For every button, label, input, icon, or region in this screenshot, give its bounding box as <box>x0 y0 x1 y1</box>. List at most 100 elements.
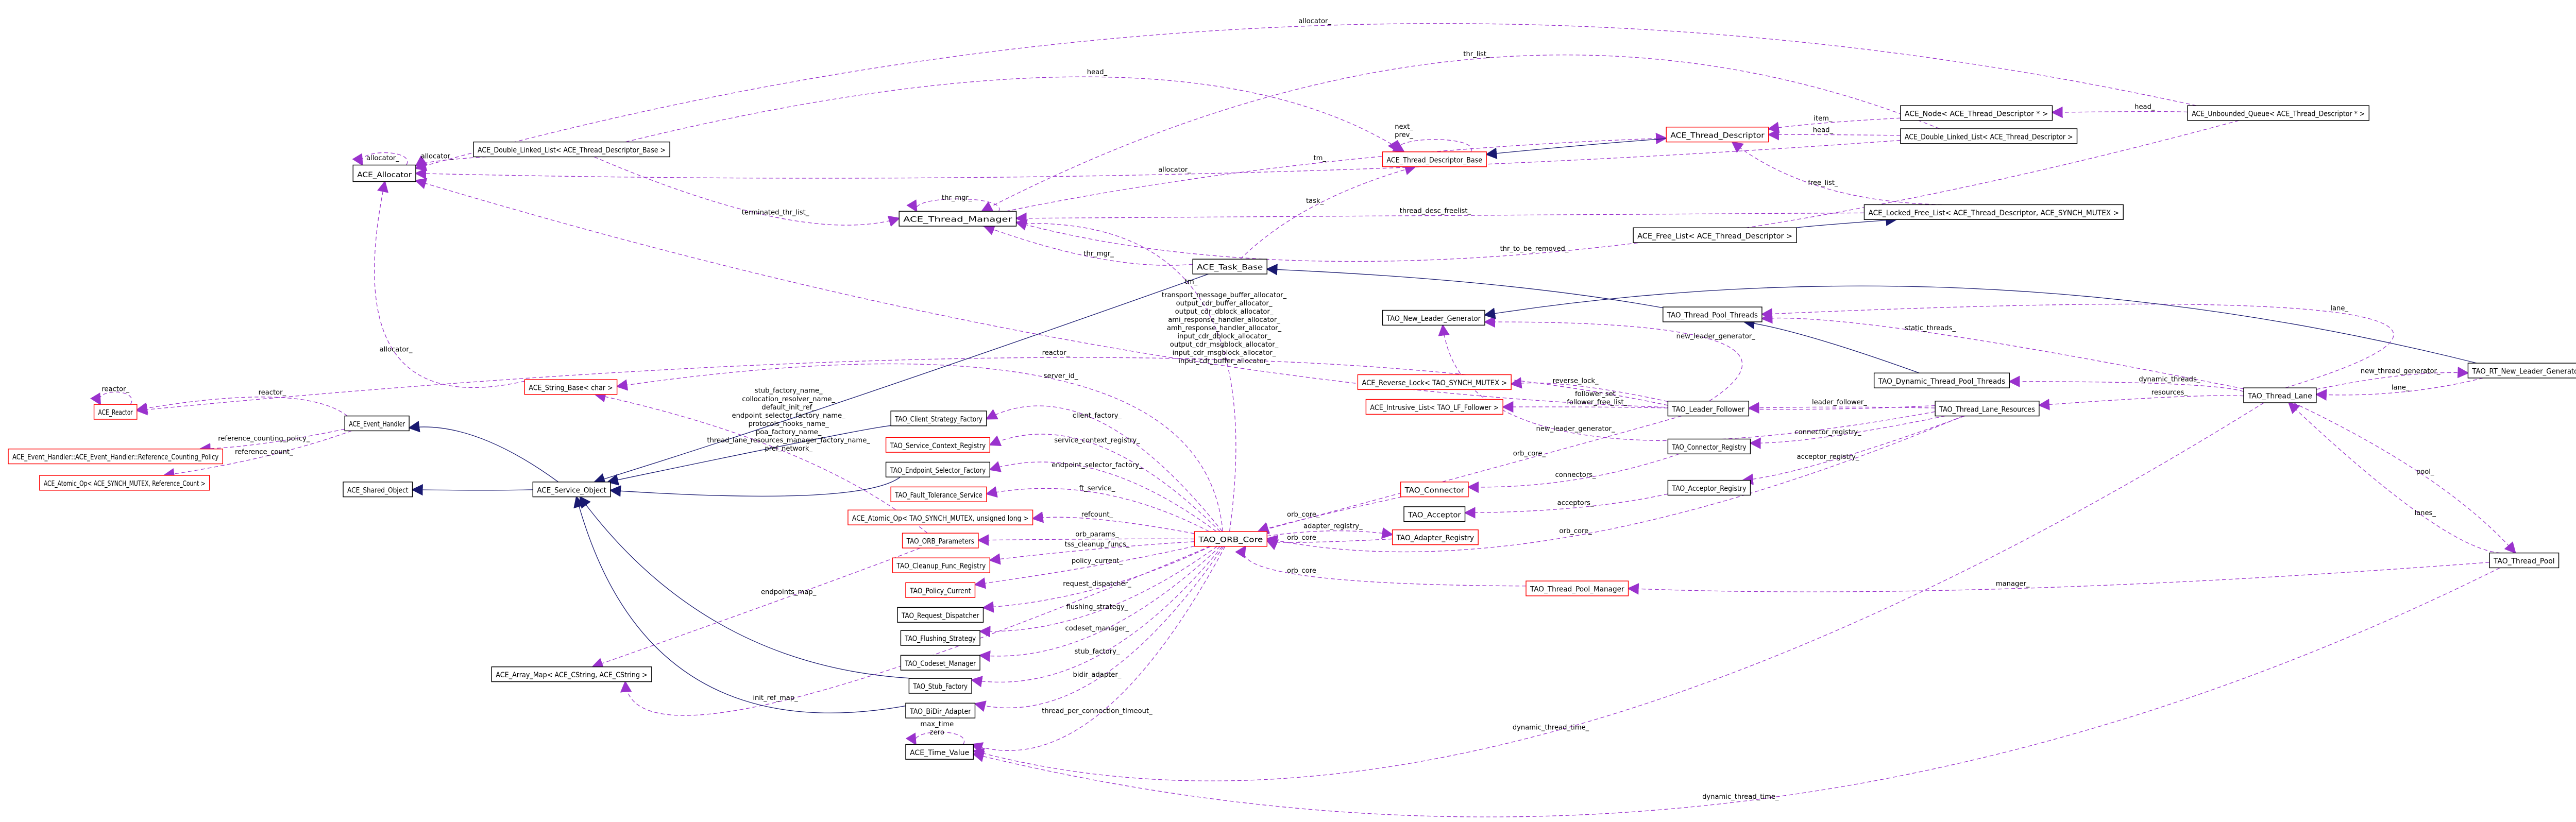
class-name[interactable]: TAO_Thread_Pool_Threads <box>1667 312 1758 320</box>
class-box[interactable] <box>491 666 652 682</box>
class-node-task[interactable]: ACE_Task_Base <box>1192 259 1267 275</box>
class-name[interactable]: TAO_Request_Dispatcher <box>901 612 979 620</box>
class-name[interactable]: TAO_Adapter_Registry <box>1396 534 1474 542</box>
class-node-ilist[interactable]: ACE_Intrusive_List< TAO_LF_Follower > <box>1365 399 1503 415</box>
class-box[interactable] <box>897 607 984 623</box>
class-box[interactable] <box>1526 580 1629 596</box>
class-node-creg[interactable]: TAO_Connector_Registry <box>1667 438 1751 455</box>
class-name[interactable]: ACE_Service_Object <box>537 486 606 494</box>
class-box[interactable] <box>890 486 987 502</box>
class-node-so[interactable]: ACE_Shared_Object <box>343 482 413 498</box>
class-node-lf[interactable]: TAO_Leader_Follower <box>1667 401 1750 417</box>
class-box[interactable] <box>905 582 976 598</box>
class-name[interactable]: ACE_Free_List< ACE_Thread_Descriptor > <box>1637 232 1792 241</box>
class-node-aorc[interactable]: ACE_Atomic_Op< ACE_SYNCH_MUTEX, Referenc… <box>39 475 210 491</box>
class-name[interactable]: ACE_Atomic_Op< ACE_SYNCH_MUTEX, Referenc… <box>44 480 206 488</box>
class-name[interactable]: TAO_Acceptor_Registry <box>1671 485 1746 493</box>
class-node-acc[interactable]: TAO_Acceptor <box>1403 506 1466 522</box>
class-name[interactable]: ACE_Unbounded_Queue< ACE_Thread_Descript… <box>2192 110 2365 118</box>
class-node-nlg[interactable]: TAO_New_Leader_Generator <box>1382 310 1485 326</box>
class-name[interactable]: ACE_Atomic_Op< TAO_SYNCH_MUTEX, unsigned… <box>852 515 1029 523</box>
class-node-dll_base[interactable]: ACE_Double_Linked_List< ACE_Thread_Descr… <box>473 141 670 158</box>
class-node-conn[interactable]: TAO_Connector <box>1400 482 1469 498</box>
class-node-rd[interactable]: TAO_Request_Dispatcher <box>897 607 984 623</box>
class-name[interactable]: ACE_Allocator <box>357 171 412 179</box>
class-node-cfr[interactable]: TAO_Cleanup_Func_Registry <box>892 557 991 573</box>
class-node-bidir[interactable]: TAO_BiDir_Adapter <box>905 703 976 718</box>
class-name[interactable]: ACE_Time_Value <box>910 749 969 757</box>
class-box[interactable] <box>524 379 618 395</box>
class-box[interactable] <box>848 509 1033 525</box>
class-box[interactable] <box>1667 480 1751 496</box>
class-box[interactable] <box>890 410 987 426</box>
class-name[interactable]: ACE_Thread_Descriptor <box>1670 131 1765 140</box>
class-node-dtpt[interactable]: TAO_Dynamic_Thread_Pool_Threads <box>1873 372 2010 388</box>
class-node-params[interactable]: TAO_ORB_Parameters <box>902 533 979 549</box>
class-name[interactable]: ACE_Thread_Manager <box>903 216 1012 224</box>
class-box[interactable] <box>39 475 210 491</box>
class-node-strbase[interactable]: ACE_String_Base< char > <box>524 379 618 395</box>
class-box[interactable] <box>93 404 138 420</box>
class-name[interactable]: ACE_Double_Linked_List< ACE_Thread_Descr… <box>478 146 666 155</box>
class-box[interactable] <box>1935 401 2040 417</box>
class-node-sf[interactable]: TAO_Stub_Factory <box>908 678 972 694</box>
class-box[interactable] <box>905 744 974 760</box>
class-node-tdb[interactable]: ACE_Thread_Descriptor_Base <box>1382 151 1487 167</box>
class-node-tpt[interactable]: TAO_Thread_Pool_Threads <box>1663 306 1762 322</box>
class-name[interactable]: TAO_Endpoint_Selector_Factory <box>890 467 986 475</box>
class-box[interactable] <box>900 655 980 671</box>
class-box[interactable] <box>1863 204 2124 220</box>
class-name[interactable]: TAO_Policy_Current <box>909 587 971 595</box>
class-box[interactable] <box>899 211 1017 227</box>
class-box[interactable] <box>2187 105 2370 121</box>
class-box[interactable] <box>1873 372 2010 388</box>
class-box[interactable] <box>1667 401 1750 417</box>
class-name[interactable]: TAO_Flushing_Strategy <box>905 635 976 643</box>
class-box[interactable] <box>892 557 991 573</box>
class-name[interactable]: TAO_Client_Strategy_Factory <box>894 416 982 424</box>
class-node-tv[interactable]: ACE_Time_Value <box>905 744 974 760</box>
class-name[interactable]: ACE_Locked_Free_List< ACE_Thread_Descrip… <box>1868 209 2119 217</box>
class-name[interactable]: TAO_Leader_Follower <box>1671 405 1744 414</box>
class-name[interactable]: TAO_BiDir_Adapter <box>909 708 971 716</box>
class-node-fts[interactable]: TAO_Fault_Tolerance_Service <box>890 486 987 502</box>
class-node-orb[interactable]: TAO_ORB_Core <box>1194 531 1267 547</box>
class-box[interactable] <box>1392 529 1479 545</box>
class-box[interactable] <box>532 482 611 498</box>
class-node-tpm[interactable]: TAO_Thread_Pool_Manager <box>1526 580 1629 596</box>
class-box[interactable] <box>1663 306 1762 322</box>
class-node-svc[interactable]: ACE_Service_Object <box>532 482 611 498</box>
class-node-alloc[interactable]: ACE_Allocator <box>352 164 416 182</box>
class-name[interactable]: TAO_Service_Context_Registry <box>890 442 986 450</box>
class-node-eh[interactable]: ACE_Event_Handler <box>344 415 410 432</box>
class-name[interactable]: ACE_Array_Map< ACE_CString, ACE_CString … <box>496 671 648 679</box>
class-box[interactable] <box>885 461 991 477</box>
class-name[interactable]: TAO_RT_New_Leader_Generator <box>2471 368 2576 376</box>
class-node-dll_td[interactable]: ACE_Double_Linked_List< ACE_Thread_Descr… <box>1900 128 2078 144</box>
class-node-amap[interactable]: ACE_Array_Map< ACE_CString, ACE_CString … <box>491 666 652 682</box>
class-name[interactable]: TAO_Stub_Factory <box>913 683 968 691</box>
class-node-fs[interactable]: TAO_Flushing_Strategy <box>900 630 980 646</box>
class-box[interactable] <box>1192 259 1267 275</box>
class-box[interactable] <box>2467 363 2576 379</box>
class-node-scr[interactable]: TAO_Service_Context_Registry <box>885 437 991 453</box>
class-box[interactable] <box>1666 127 1769 143</box>
class-name[interactable]: TAO_ORB_Parameters <box>906 538 974 546</box>
class-name[interactable]: ACE_Event_Handler <box>349 420 405 429</box>
class-name[interactable]: ACE_Task_Base <box>1197 264 1263 272</box>
class-box[interactable] <box>8 448 224 465</box>
class-box[interactable] <box>905 703 976 718</box>
class-box[interactable] <box>2243 387 2317 403</box>
class-node-tm[interactable]: ACE_Thread_Manager <box>899 211 1017 227</box>
class-name[interactable]: ACE_Thread_Descriptor_Base <box>1386 156 1482 164</box>
class-node-uq[interactable]: ACE_Unbounded_Queue< ACE_Thread_Descript… <box>2187 105 2370 121</box>
class-box[interactable] <box>2489 552 2560 569</box>
class-box[interactable] <box>352 164 416 182</box>
class-box[interactable] <box>1633 227 1797 243</box>
class-box[interactable] <box>1365 399 1503 415</box>
class-node-lfl[interactable]: ACE_Locked_Free_List< ACE_Thread_Descrip… <box>1863 204 2124 220</box>
class-box[interactable] <box>902 533 979 549</box>
class-box[interactable] <box>1357 374 1512 390</box>
class-name[interactable]: TAO_Thread_Lane_Resources <box>1939 405 2035 414</box>
class-name[interactable]: ACE_Event_Handler::ACE_Event_Handler::Re… <box>12 453 218 461</box>
